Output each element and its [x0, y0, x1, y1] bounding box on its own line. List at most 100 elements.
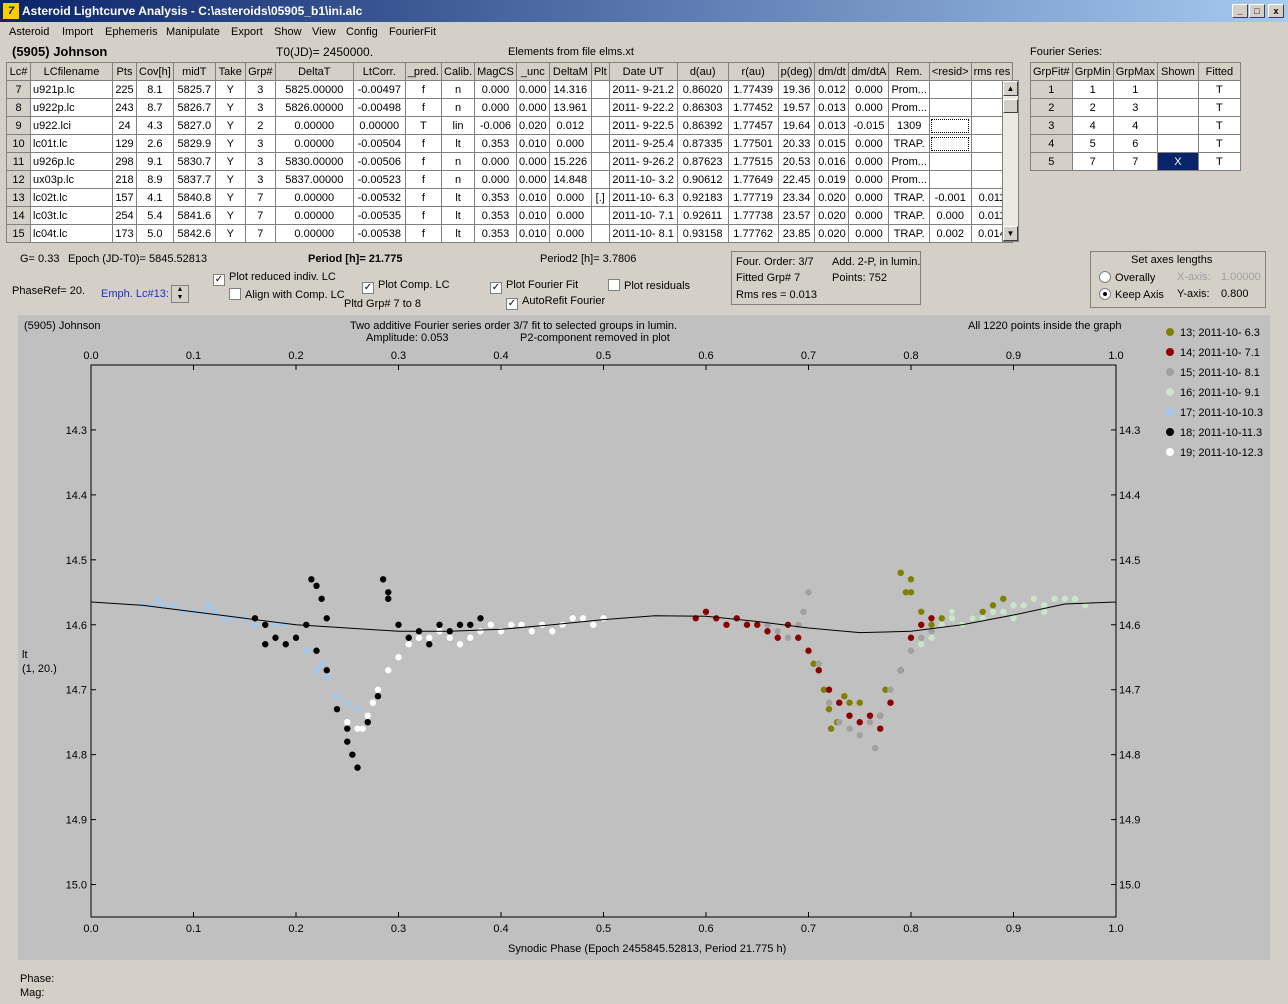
table-cell[interactable]: 0.010 [515, 224, 550, 243]
table-cell[interactable]: 0.010 [515, 206, 550, 225]
table-cell[interactable]: 0.000 [848, 224, 890, 243]
table-cell[interactable]: 8.7 [136, 98, 174, 117]
fourier-cell[interactable]: X [1156, 152, 1199, 171]
table-cell[interactable]: 0.015 [814, 134, 850, 153]
table-cell[interactable]: 1.77501 [727, 134, 779, 153]
table-cell[interactable]: u922p.lc [30, 98, 113, 117]
table-cell[interactable]: lt [440, 206, 476, 225]
table-cell[interactable]: 5825.00000 [274, 80, 354, 99]
table-row[interactable]: 8 u922p.lc 243 8.7 5826.7 Y 3 5826.00000 -0.0049… [6, 98, 1014, 117]
table-cell[interactable] [590, 170, 610, 189]
table-cell[interactable]: 0.000 [548, 206, 592, 225]
table-cell[interactable]: 218 [112, 170, 137, 189]
row-header-cell[interactable]: 14 [6, 206, 31, 225]
table-cell[interactable]: 0.010 [515, 188, 550, 207]
column-header[interactable]: Plt [590, 62, 610, 81]
table-cell[interactable]: ux03p.lc [30, 170, 113, 189]
table-cell[interactable]: 0.000 [474, 80, 517, 99]
row-header-cell[interactable]: 10 [6, 134, 31, 153]
table-cell[interactable]: -0.00504 [352, 134, 406, 153]
table-cell[interactable]: u926p.lc [30, 152, 113, 171]
table-cell[interactable]: 5827.0 [172, 116, 216, 135]
table-row[interactable]: 10 lc01t.lc 129 2.6 5829.9 Y 3 0.00000 -0.00504 f… [6, 134, 1014, 153]
table-cell[interactable]: n [440, 170, 476, 189]
table-cell[interactable]: 0.90612 [676, 170, 729, 189]
table-cell[interactable]: 0.019 [814, 170, 850, 189]
table-cell[interactable]: 5826.00000 [274, 98, 354, 117]
column-header[interactable]: Take [214, 62, 246, 81]
fourier-cell[interactable] [1156, 98, 1199, 117]
table-cell[interactable]: TRAP. [888, 188, 930, 207]
fourier-cell[interactable]: 6 [1112, 134, 1158, 153]
fourier-column-header[interactable]: Shown [1156, 62, 1199, 81]
table-cell[interactable]: 0.020 [814, 188, 850, 207]
table-cell[interactable]: 22.45 [777, 170, 816, 189]
table-cell[interactable]: lc02t.lc [30, 188, 113, 207]
table-cell[interactable]: 173 [112, 224, 137, 243]
table-cell[interactable]: Prom... [888, 98, 930, 117]
table-cell[interactable]: 0.012 [814, 80, 850, 99]
table-cell[interactable]: 14.316 [548, 80, 592, 99]
table-cell[interactable]: 0.86392 [676, 116, 729, 135]
table-cell[interactable]: 0.020 [515, 116, 550, 135]
column-header[interactable]: Lc# [6, 62, 31, 81]
fourier-cell[interactable]: T [1197, 98, 1241, 117]
table-cell[interactable]: lc03t.lc [30, 206, 113, 225]
fourier-cell[interactable]: 1 [1071, 80, 1114, 99]
plot-fourier-checkbox[interactable]: ✓ Plot Fourier Fit [490, 279, 578, 294]
fourier-cell[interactable]: 1 [1112, 80, 1158, 99]
table-row[interactable]: 15 lc04t.lc 173 5.0 5842.6 Y 7 0.00000 -0.00538 f… [6, 224, 1014, 243]
table-cell[interactable]: 19.57 [777, 98, 816, 117]
table-cell[interactable]: 20.53 [777, 152, 816, 171]
table-cell[interactable]: 0.000 [848, 206, 890, 225]
column-header[interactable]: rms res [970, 62, 1014, 81]
column-header[interactable]: dm/dtA [848, 62, 890, 81]
fourier-cell[interactable]: T [1197, 152, 1241, 171]
table-cell[interactable]: 0.000 [515, 152, 550, 171]
scroll-up-button[interactable]: ▲ [1003, 81, 1018, 96]
table-cell[interactable] [590, 116, 610, 135]
table-cell[interactable]: 4.1 [136, 188, 174, 207]
table-cell[interactable]: 0.000 [515, 170, 550, 189]
table-cell[interactable]: -0.00535 [352, 206, 406, 225]
plot-residuals-checkbox[interactable]: Plot residuals [608, 279, 690, 292]
table-cell[interactable]: 0.00000 [274, 224, 354, 243]
table-cell[interactable] [928, 98, 972, 117]
fourier-cell[interactable] [1156, 80, 1199, 99]
table-cell[interactable]: f [404, 134, 443, 153]
table-cell[interactable]: u922.lci [30, 116, 113, 135]
table-cell[interactable]: Y [214, 98, 246, 117]
table-cell[interactable] [928, 170, 972, 189]
table-cell[interactable]: -0.00497 [352, 80, 406, 99]
table-cell[interactable]: f [404, 80, 443, 99]
row-header-cell[interactable]: 15 [6, 224, 31, 243]
column-header[interactable]: Rem. [888, 62, 930, 81]
fourier-cell[interactable]: 3 [1030, 116, 1073, 135]
table-cell[interactable]: Y [214, 206, 246, 225]
fourier-cell[interactable]: 3 [1112, 98, 1158, 117]
table-cell[interactable]: 15.226 [548, 152, 592, 171]
table-cell[interactable]: 19.64 [777, 116, 816, 135]
table-cell[interactable]: 5840.8 [172, 188, 216, 207]
table-cell[interactable]: 0.86303 [676, 98, 729, 117]
table-cell[interactable]: 0.00000 [274, 188, 354, 207]
table-cell[interactable]: Prom... [888, 170, 930, 189]
table-cell[interactable]: 2.6 [136, 134, 174, 153]
fourier-cell[interactable]: 4 [1071, 116, 1114, 135]
close-button[interactable]: x [1268, 4, 1284, 18]
menu-fourierfit[interactable]: FourierFit [389, 26, 437, 38]
table-cell[interactable]: 0.020 [814, 224, 850, 243]
table-cell[interactable]: 0.93158 [676, 224, 729, 243]
menu-config[interactable]: Config [346, 26, 378, 38]
table-cell[interactable]: 5825.7 [172, 80, 216, 99]
table-cell[interactable]: 3 [244, 134, 276, 153]
fourier-cell[interactable]: T [1197, 80, 1241, 99]
table-row[interactable]: 7 u921p.lc 225 8.1 5825.7 Y 3 5825.00000 -0.0049… [6, 80, 1014, 99]
column-header[interactable]: dm/dt [814, 62, 850, 81]
table-cell[interactable]: 0.010 [515, 134, 550, 153]
table-cell[interactable]: 23.85 [777, 224, 816, 243]
fourier-cell[interactable] [1156, 134, 1199, 153]
table-cell[interactable]: 1.77719 [727, 188, 779, 207]
table-cell[interactable]: 5829.9 [172, 134, 216, 153]
